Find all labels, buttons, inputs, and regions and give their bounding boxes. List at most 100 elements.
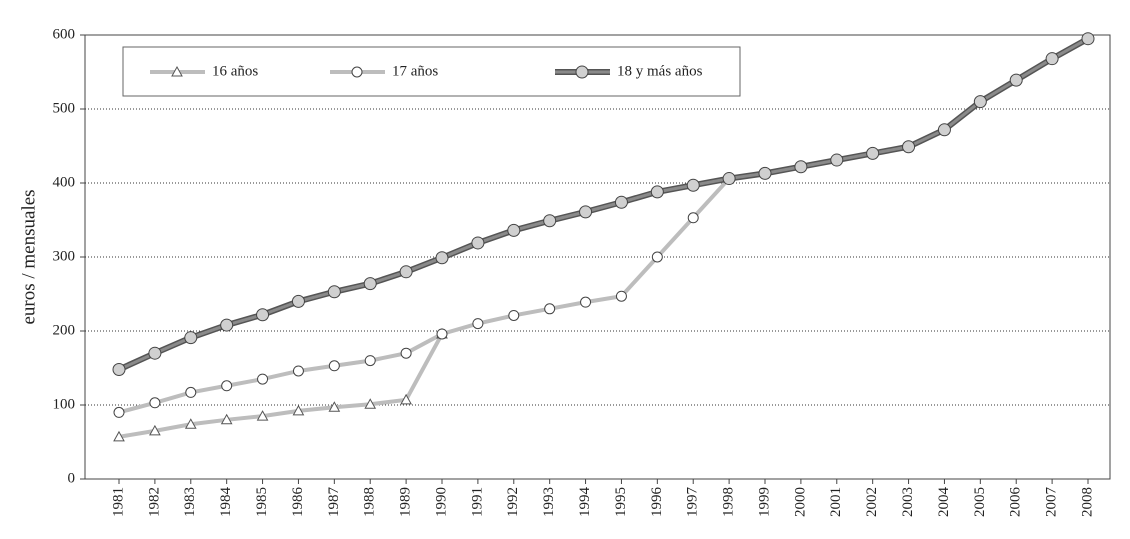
x-tick-label: 1983: [182, 487, 198, 517]
data-point: [507, 223, 521, 237]
data-point: [902, 140, 916, 154]
x-tick-label: 1992: [505, 487, 521, 517]
legend-box: [122, 46, 741, 97]
legend-marker: [351, 66, 363, 78]
data-point: [220, 318, 234, 332]
x-tick-label: 2002: [864, 487, 880, 517]
x-tick-label: 1990: [433, 487, 449, 517]
series-line: [118, 333, 444, 439]
data-point: [112, 362, 126, 376]
x-tick-label: 2006: [1008, 486, 1024, 517]
x-tick-label: 1993: [541, 487, 557, 517]
data-point: [113, 430, 125, 442]
data-point: [220, 413, 233, 425]
y-tick-label: 100: [53, 396, 76, 412]
data-point: [1009, 73, 1023, 87]
data-point: [472, 318, 484, 330]
data-point: [257, 373, 269, 385]
data-point: [400, 393, 412, 405]
data-point: [866, 146, 880, 160]
y-axis-label: euros / mensuales: [18, 189, 39, 324]
data-point: [221, 380, 233, 392]
y-tick-label: 600: [53, 26, 76, 42]
x-tick-label: 1991: [469, 487, 485, 517]
x-tick-label: 2000: [792, 487, 808, 517]
series-line: [118, 177, 731, 415]
legend-label: 18 y más años: [617, 63, 703, 79]
data-point: [722, 172, 736, 186]
x-tick-label: 1989: [398, 487, 414, 517]
data-point: [580, 296, 592, 308]
data-point: [579, 205, 593, 219]
data-point: [149, 397, 161, 409]
x-tick-label: 2008: [1079, 487, 1095, 517]
data-point: [292, 404, 305, 416]
x-tick-label: 1988: [362, 487, 378, 517]
data-point: [436, 328, 448, 340]
x-tick-label: 1987: [326, 487, 342, 518]
legend-marker: [575, 65, 589, 79]
y-tick-label: 300: [53, 248, 76, 264]
data-point: [615, 290, 627, 302]
series-line: [118, 37, 1089, 371]
data-point: [399, 265, 413, 279]
x-tick-label: 1982: [146, 487, 162, 517]
data-point: [687, 212, 699, 224]
data-point: [113, 406, 125, 418]
data-point: [184, 418, 197, 429]
data-point: [256, 308, 270, 322]
data-point: [794, 160, 808, 174]
x-tick-label: 2004: [936, 487, 952, 518]
x-tick-label: 2003: [900, 487, 916, 517]
data-point: [508, 309, 520, 321]
x-tick-label: 2007: [1044, 487, 1060, 518]
x-tick-label: 1985: [254, 487, 270, 517]
x-tick-label: 1998: [721, 487, 737, 517]
data-point: [830, 153, 844, 167]
data-point: [543, 214, 557, 228]
data-point: [292, 365, 304, 377]
x-tick-label: 1995: [613, 487, 629, 517]
data-point: [1045, 52, 1059, 66]
data-point: [328, 360, 340, 372]
x-tick-label: 1999: [756, 487, 772, 517]
data-point: [185, 386, 197, 398]
y-tick-label: 400: [53, 174, 76, 190]
data-point: [686, 178, 700, 192]
data-point: [364, 398, 377, 409]
x-tick-label: 1994: [577, 487, 593, 518]
data-point: [256, 410, 269, 421]
y-tick-label: 0: [68, 470, 76, 486]
data-point: [363, 277, 377, 291]
data-point: [471, 236, 485, 250]
data-point: [149, 424, 161, 436]
data-point: [435, 251, 449, 265]
data-point: [148, 346, 162, 360]
data-point: [400, 347, 412, 359]
data-point: [614, 195, 628, 209]
x-tick-label: 1984: [218, 487, 234, 518]
legend-label: 17 años: [392, 63, 438, 79]
data-point: [364, 355, 376, 367]
data-point: [327, 285, 341, 299]
x-tick-label: 1996: [649, 487, 665, 518]
legend-label: 16 años: [212, 63, 258, 79]
data-point: [651, 251, 663, 263]
x-tick-label: 1981: [110, 487, 126, 517]
data-point: [650, 185, 664, 199]
data-point: [758, 166, 772, 180]
data-point: [328, 401, 341, 412]
x-tick-label: 2005: [972, 487, 988, 517]
y-tick-label: 500: [53, 100, 76, 116]
data-point: [937, 123, 951, 137]
legend-marker: [171, 65, 183, 77]
data-point: [973, 95, 987, 109]
x-tick-label: 1997: [685, 487, 701, 518]
y-tick-label: 200: [53, 322, 76, 338]
x-tick-label: 1986: [290, 487, 306, 518]
data-point: [544, 303, 556, 315]
x-tick-label: 2001: [828, 487, 844, 517]
data-point: [184, 331, 198, 345]
